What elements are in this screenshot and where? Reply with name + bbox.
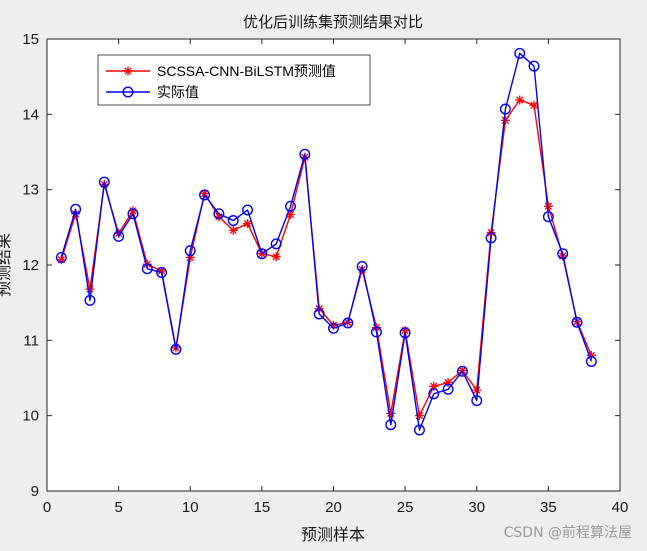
y-tick-label: 12: [22, 257, 39, 274]
predicted-point: [500, 115, 510, 125]
actual-point: [84, 294, 96, 306]
actual-point: [199, 189, 211, 201]
predicted-point: [85, 284, 95, 294]
legend-entry-1: SCSSA-CNN-BiLSTM预测值: [106, 63, 336, 79]
predicted-point: [228, 225, 238, 235]
y-tick-label: 11: [23, 332, 39, 349]
actual-point: [413, 424, 425, 436]
series-2: [55, 47, 597, 436]
y-axis-title: 预测结果: [0, 233, 13, 297]
y-tick-label: 14: [22, 106, 39, 123]
actual-point: [370, 326, 382, 338]
actual-point: [471, 395, 483, 407]
actual-point: [242, 204, 254, 216]
actual-point: [442, 383, 454, 395]
y-tick-label: 9: [31, 483, 39, 500]
legend-label: SCSSA-CNN-BiLSTM预测值: [157, 63, 336, 79]
actual-point: [585, 355, 597, 367]
predicted-point: [472, 385, 482, 395]
y-tick-label: 10: [22, 408, 39, 425]
actual-point: [557, 248, 569, 260]
actual-point: [428, 388, 440, 400]
actual-point: [170, 343, 182, 355]
actual-point: [285, 200, 297, 212]
predicted-point: [243, 219, 253, 229]
x-tick-label: 15: [254, 499, 271, 516]
plot-area: [46, 38, 621, 492]
predicted-point: [386, 408, 396, 418]
actual-point: [399, 327, 411, 339]
predicted-point: [457, 365, 467, 375]
x-tick-label: 5: [114, 499, 122, 516]
actual-point: [213, 208, 225, 220]
actual-point: [98, 176, 110, 188]
actual-point: [571, 316, 583, 328]
actual-point: [542, 211, 554, 223]
actual-point: [55, 251, 67, 263]
predicted-point: [271, 252, 281, 262]
predicted-point: [515, 95, 525, 105]
series-1-line: [60, 99, 592, 417]
x-tick-label: 20: [325, 499, 342, 516]
watermark: CSDN @前程算法屋: [504, 524, 632, 541]
tick-layer: 0 5 10 15 20 25 30 35 40 9 10 11 12 13 14 15: [22, 31, 628, 516]
x-tick-label: 0: [43, 499, 51, 516]
legend-label: 实际值: [157, 84, 199, 100]
actual-point: [456, 365, 468, 377]
actual-point: [485, 232, 497, 244]
x-tick-label: 25: [397, 499, 414, 516]
y-tick-label: 13: [22, 182, 39, 199]
actual-point: [385, 419, 397, 431]
x-tick-label: 40: [612, 499, 629, 516]
predicted-point: [543, 201, 553, 211]
actual-point: [528, 60, 540, 72]
actual-point: [127, 208, 139, 220]
x-tick-label: 35: [540, 499, 557, 516]
actual-point: [141, 263, 153, 275]
actual-point: [356, 261, 368, 273]
actual-point: [514, 47, 526, 59]
series-layer: [55, 47, 597, 436]
actual-point: [328, 322, 340, 334]
actual-point: [270, 238, 282, 250]
actual-point: [184, 245, 196, 257]
actual-point: [113, 230, 125, 242]
legend-asterisk-marker: [123, 66, 133, 76]
chart-title: 优化后训练集预测结果对比: [243, 13, 423, 31]
series-2-line: [60, 52, 593, 431]
actual-point: [70, 203, 82, 215]
predicted-point: [429, 381, 439, 391]
legend-box: [97, 54, 371, 106]
actual-point: [299, 148, 311, 160]
x-axis-title: 预测样本: [301, 525, 365, 544]
actual-point: [313, 308, 325, 320]
legend-entry-2: 实际值: [106, 84, 199, 100]
x-tick-label: 30: [468, 499, 485, 516]
y-tick-label: 15: [22, 31, 39, 48]
legend-circle-marker: [122, 86, 134, 98]
actual-point: [156, 267, 168, 279]
actual-point: [256, 248, 268, 260]
actual-point: [499, 103, 511, 115]
actual-point: [342, 317, 354, 329]
x-tick-label: 10: [182, 499, 199, 516]
actual-point: [227, 215, 239, 227]
predicted-point: [529, 100, 539, 110]
